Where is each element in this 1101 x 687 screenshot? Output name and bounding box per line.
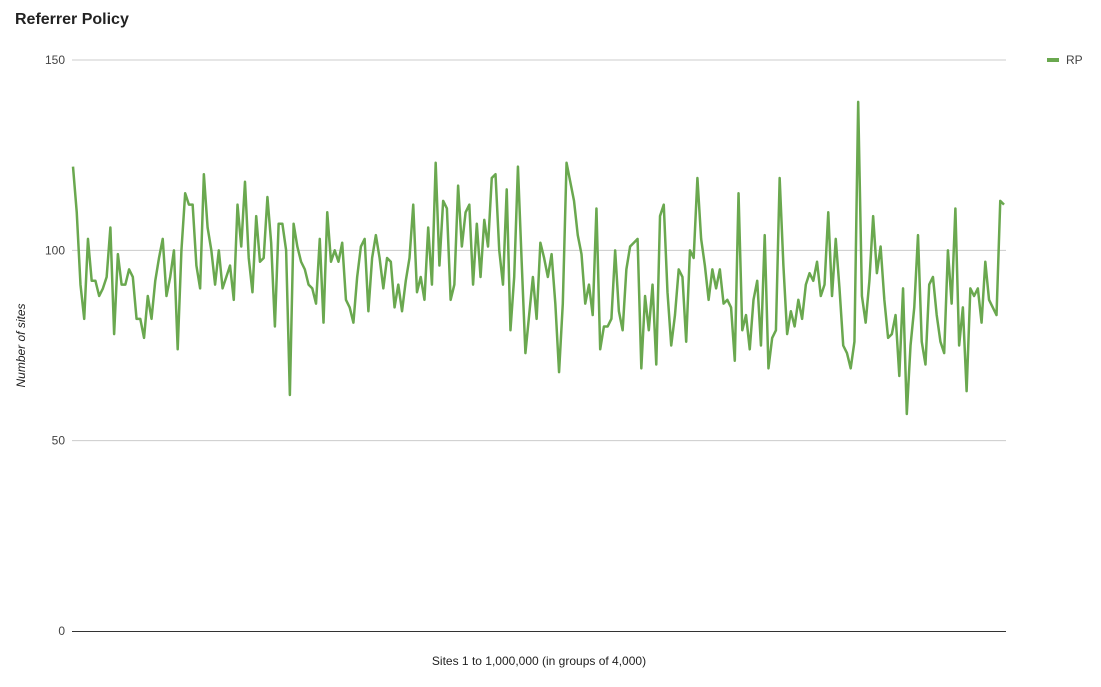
- chart-title: Referrer Policy: [15, 11, 129, 28]
- y-tick-label: 50: [52, 434, 66, 448]
- y-axis-tick-labels: 0 50 100 150: [45, 53, 65, 638]
- y-tick-label: 0: [58, 624, 65, 638]
- legend-swatch-rp: [1047, 58, 1059, 62]
- legend-label-rp: RP: [1066, 53, 1083, 67]
- legend[interactable]: RP: [1047, 53, 1083, 67]
- y-tick-label: 100: [45, 243, 65, 257]
- series-layer: [71, 100, 1005, 416]
- series-line-rp[interactable]: [71, 100, 1005, 416]
- y-axis-title: Number of sites: [14, 303, 28, 387]
- x-axis-title: Sites 1 to 1,000,000 (in groups of 4,000…: [432, 654, 646, 668]
- y-tick-label: 150: [45, 53, 65, 67]
